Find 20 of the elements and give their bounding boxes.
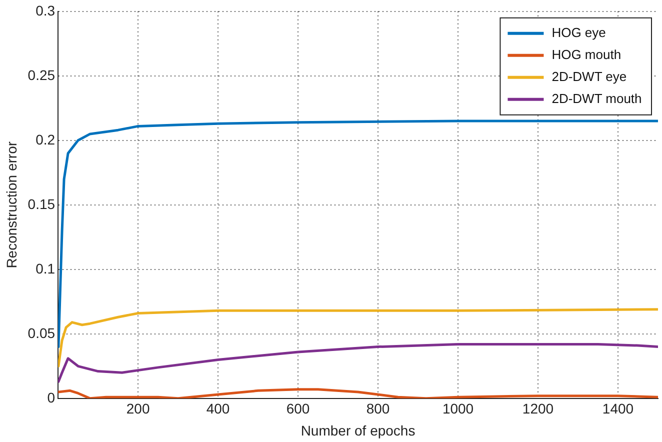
x-tick-label: 1000 [442,400,474,417]
y-tick-label: 0.1 [36,260,56,276]
legend-label: 2D-DWT eye [552,68,627,84]
y-tick-label: 0.25 [28,66,56,83]
y-tick-label: 0.3 [36,2,56,18]
x-tick-label: 1400 [602,400,634,417]
legend-label: HOG eye [552,24,606,40]
x-tick-label: 200 [126,400,150,417]
x-tick-label: 600 [286,400,310,417]
y-tick-label: 0 [47,389,56,406]
x-axis-title: Number of epochs [300,422,416,438]
y-tick-label: 0.2 [36,131,56,148]
y-tick-label: 0.05 [28,324,56,341]
legend-label: 2D-DWT mouth [552,90,642,106]
x-tick-label: 1200 [522,400,554,417]
y-tick-label: 0.15 [28,196,56,212]
legend-label: HOG mouth [552,46,622,62]
y-axis-title: Reconstruction error [3,141,20,268]
x-tick-label: 800 [366,400,390,417]
x-tick-label: 400 [206,400,230,417]
